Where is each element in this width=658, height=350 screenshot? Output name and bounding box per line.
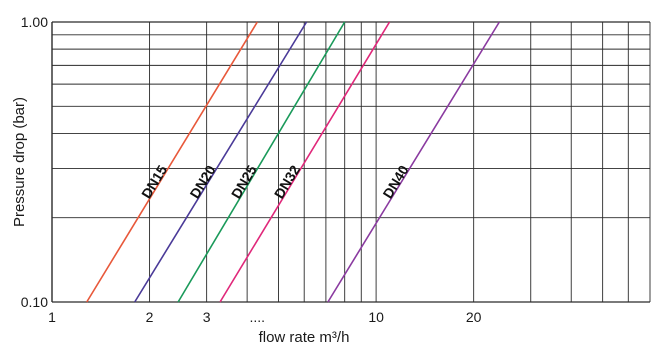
- series-line-dn20: [134, 21, 308, 303]
- y-axis-title: Pressure drop (bar): [11, 97, 28, 227]
- x-tick-label: 2: [146, 309, 154, 325]
- series-lines: [86, 21, 501, 303]
- tick-labels: 1 2 3.... 10 20 1.00 0.10: [21, 14, 482, 325]
- y-tick-label: 0.10: [21, 294, 48, 310]
- series-line-dn32: [219, 21, 391, 303]
- grid-lines: [51, 21, 651, 303]
- x-tick-label: 10: [368, 309, 384, 325]
- x-tick-label: 20: [466, 309, 482, 325]
- x-axis-title: flow rate m³/h: [259, 329, 350, 346]
- y-tick-label: 1.00: [21, 14, 48, 30]
- x-tick-label: 1: [48, 309, 56, 325]
- x-tick-label: 3: [203, 309, 211, 325]
- series-line-dn40: [327, 21, 501, 303]
- series-line-dn15: [86, 21, 258, 303]
- x-tick-label: ....: [250, 309, 266, 325]
- series-line-dn25: [177, 21, 346, 303]
